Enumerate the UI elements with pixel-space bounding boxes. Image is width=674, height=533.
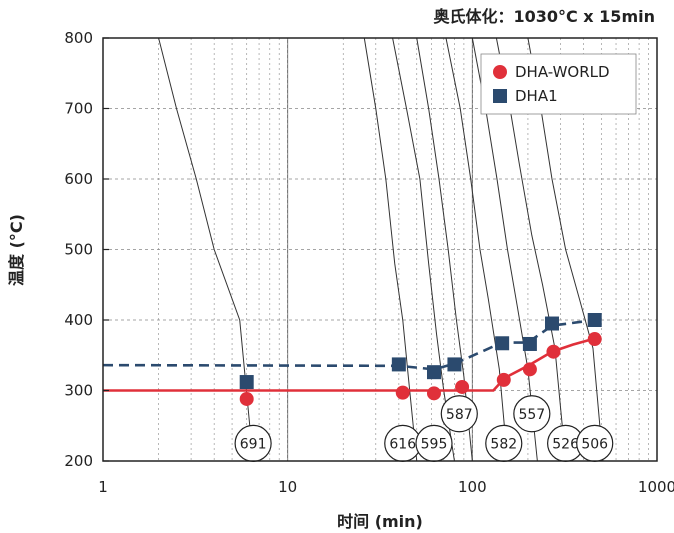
data-point-dha-world <box>426 386 441 401</box>
data-point-dha-world <box>496 372 511 387</box>
data-point-dha1 <box>391 357 406 372</box>
x-tick-label: 1000 <box>638 478 674 496</box>
data-point-dha1 <box>522 336 537 351</box>
hardness-label: 557 <box>518 407 545 423</box>
x-axis-title: 时间 (min) <box>337 512 423 531</box>
hardness-label: 691 <box>240 436 267 452</box>
y-axis-title: 温度 (°C) <box>7 214 26 287</box>
chart-header: 奥氏体化：1030°C x 15min <box>433 7 655 26</box>
data-point-dha-world <box>587 332 602 347</box>
hardness-label: 616 <box>389 436 416 452</box>
y-tick-label: 300 <box>64 382 93 400</box>
legend-label: DHA1 <box>515 87 558 105</box>
y-tick-label: 500 <box>64 241 93 259</box>
hardness-label: 506 <box>581 436 608 452</box>
hardness-label: 582 <box>490 436 517 452</box>
x-tick-label: 1 <box>98 478 108 496</box>
legend: DHA-WORLD DHA1 <box>480 53 637 115</box>
cooling-curve <box>158 37 254 462</box>
hardness-label-circle <box>513 395 551 433</box>
data-point-dha-world <box>395 385 410 400</box>
x-tick-label: 100 <box>458 478 487 496</box>
y-tick-label: 600 <box>64 170 93 188</box>
hardness-label-circle <box>440 395 478 433</box>
y-tick-label: 200 <box>64 452 93 470</box>
data-point-dha-world <box>455 379 470 394</box>
hardness-label: 587 <box>446 407 473 423</box>
legend-label: DHA-WORLD <box>515 63 610 81</box>
y-tick-label: 700 <box>64 100 93 118</box>
hardness-label: 595 <box>421 436 448 452</box>
cooling-curve <box>363 37 418 462</box>
hardness-label: 526 <box>552 436 579 452</box>
data-point-dha1 <box>426 365 441 380</box>
data-point-dha-world <box>239 391 254 406</box>
data-point-dha1 <box>239 375 254 390</box>
data-point-dha1 <box>587 313 602 327</box>
data-series <box>102 313 602 406</box>
legend-marker <box>493 89 507 103</box>
y-tick-label: 400 <box>64 311 93 329</box>
cooling-curve <box>445 37 508 462</box>
x-tick-label: 10 <box>278 478 297 496</box>
axis-ticks: 200 300 400 500 600 700 800 1 10 100 1000 <box>64 29 674 496</box>
y-tick-label: 800 <box>64 29 93 47</box>
data-point-dha1 <box>447 357 462 372</box>
legend-marker <box>493 65 507 79</box>
legend-box <box>480 53 637 115</box>
cooling-curve <box>416 37 473 462</box>
data-point-dha1 <box>544 316 559 331</box>
data-point-dha1 <box>495 336 510 351</box>
data-point-dha-world <box>522 362 537 377</box>
data-point-dha-world <box>546 344 561 359</box>
